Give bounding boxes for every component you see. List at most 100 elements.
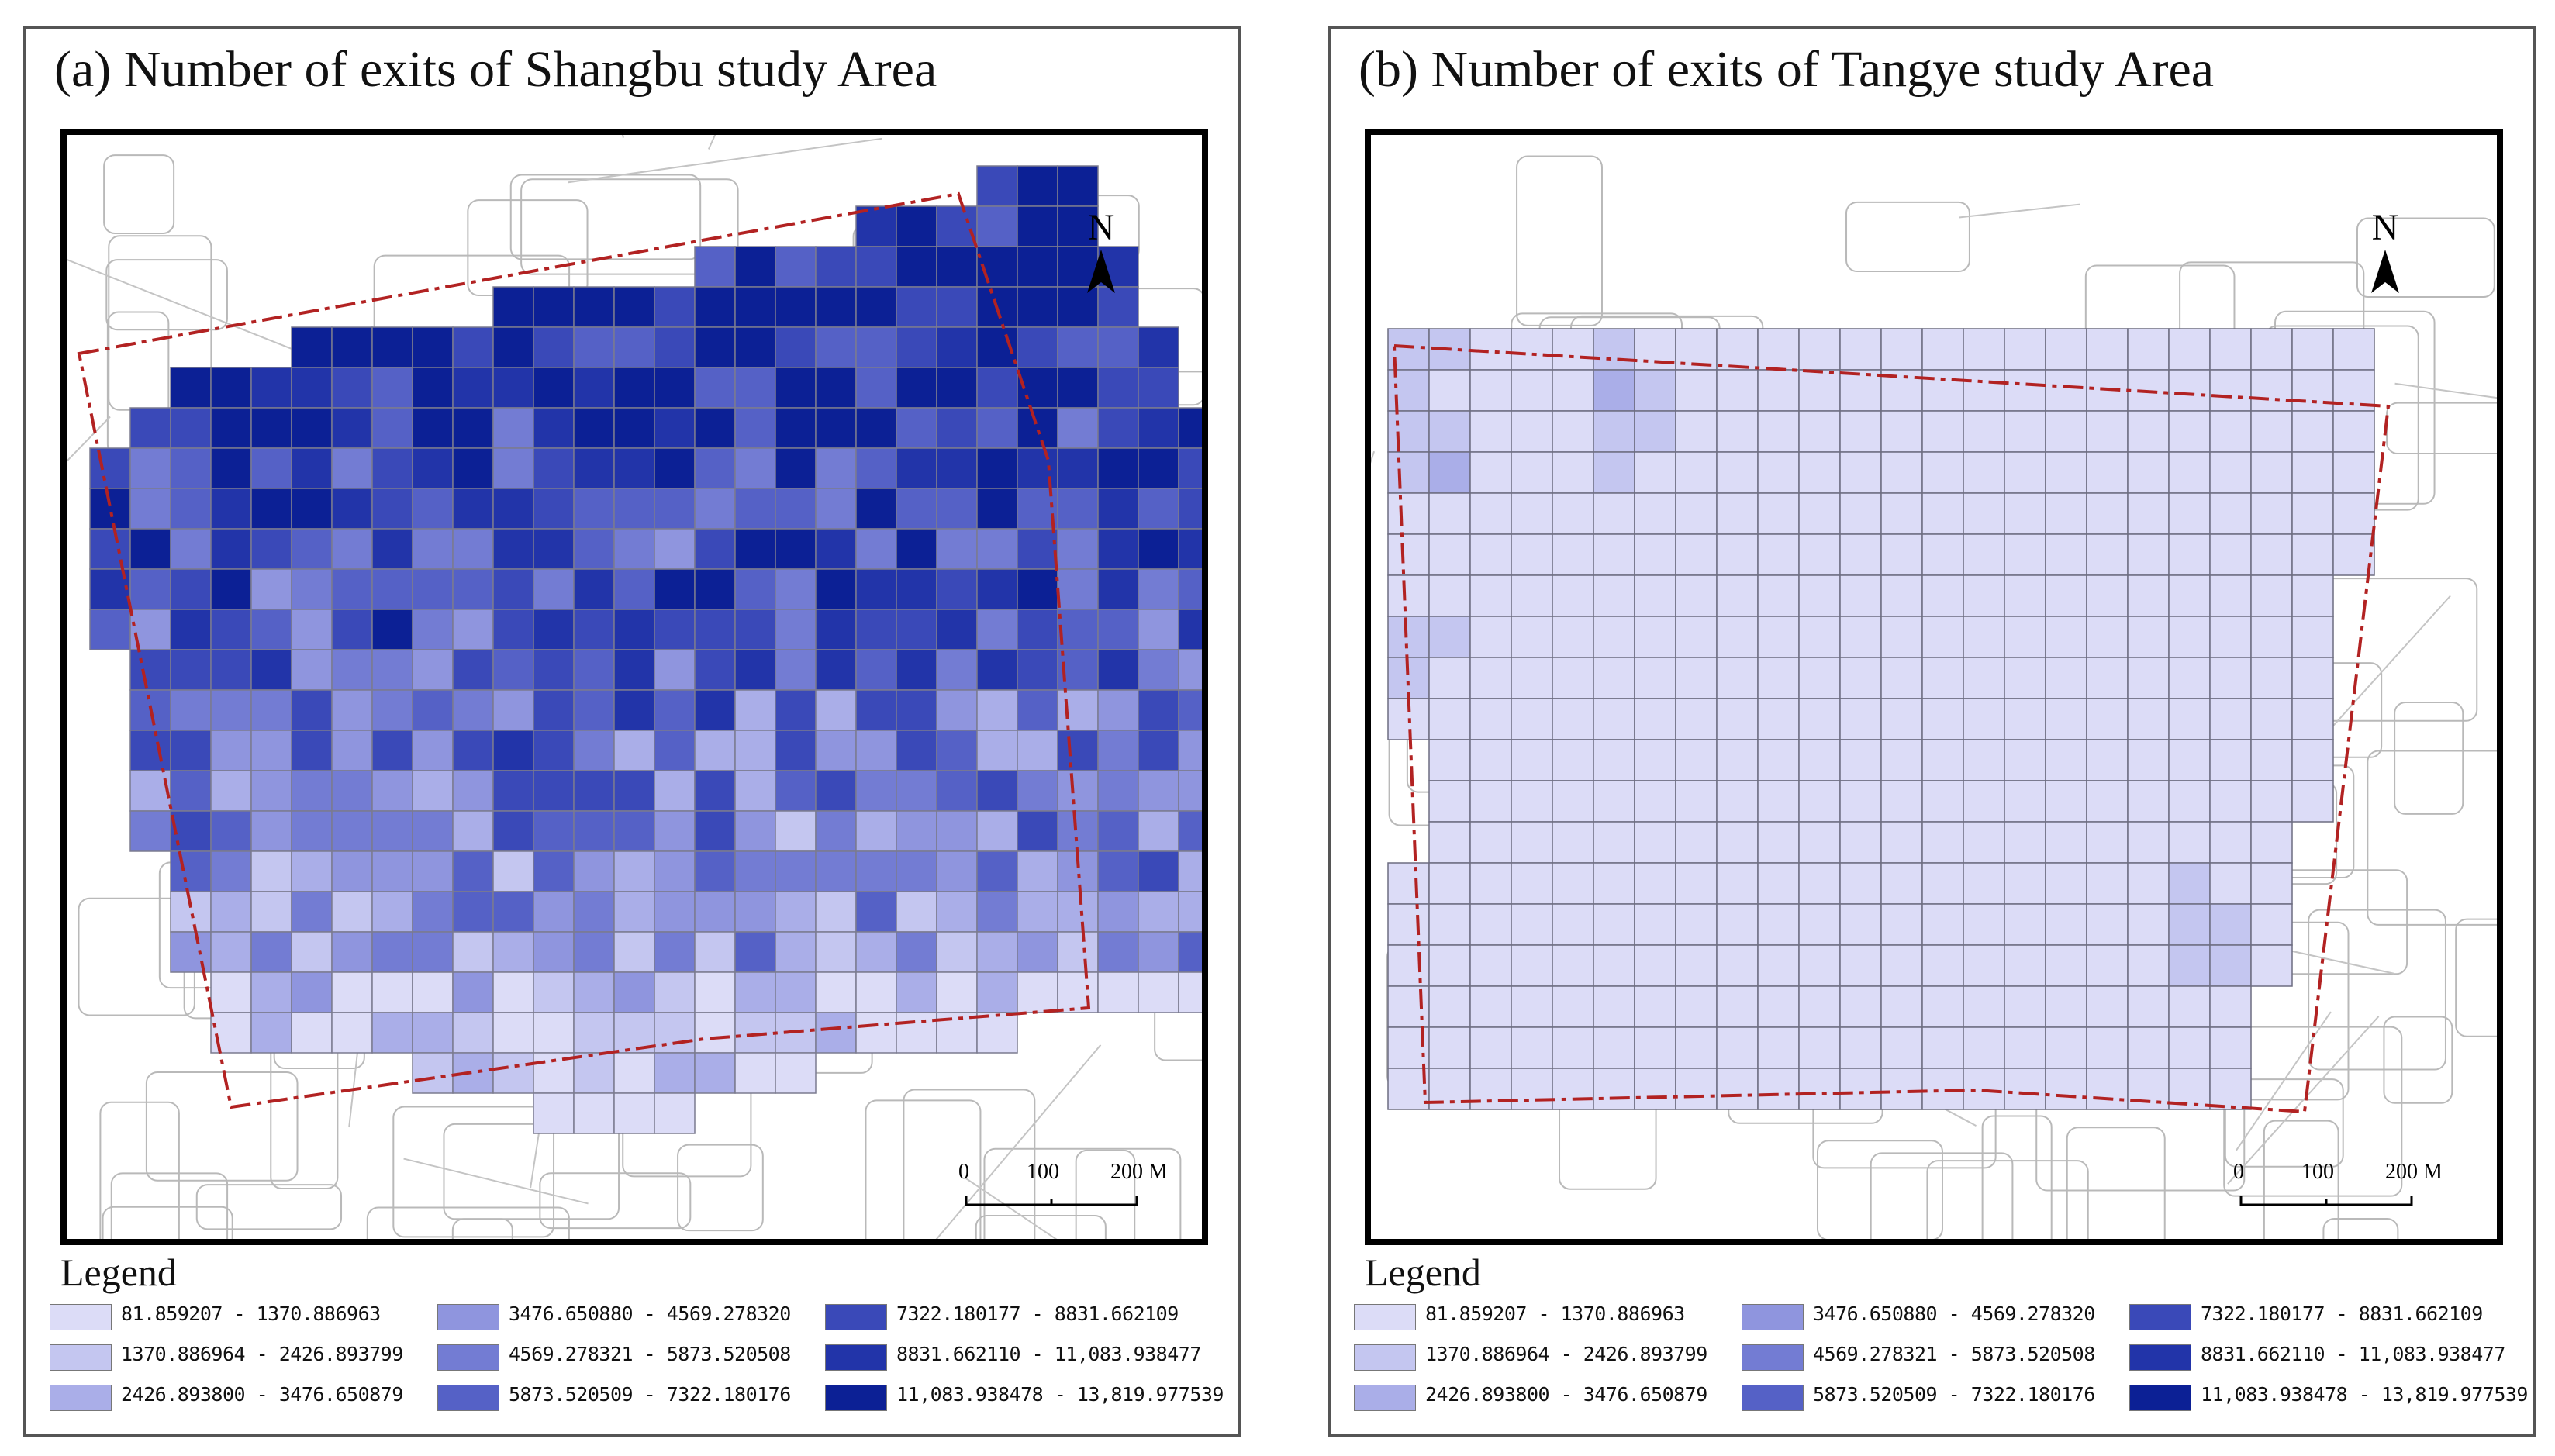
grid-cell <box>1593 657 1635 699</box>
grid-cell <box>1017 326 1058 368</box>
grid-cell <box>573 286 615 328</box>
grid-cell <box>654 850 696 892</box>
grid-cell <box>2250 451 2293 494</box>
grid-cell <box>291 931 333 973</box>
grid-cell <box>1178 407 1202 449</box>
grid-cell <box>371 568 413 610</box>
grid-cell <box>129 528 171 570</box>
legend-swatch <box>437 1344 499 1371</box>
grid-cell <box>694 810 736 852</box>
grid-cell <box>1138 931 1179 973</box>
grid-cell <box>1798 985 1841 1028</box>
grid-cell <box>694 1012 736 1054</box>
legend-swatch <box>825 1344 887 1371</box>
grid-cell <box>815 730 857 771</box>
grid-cell <box>1469 657 1512 699</box>
building-outline <box>2383 1016 2453 1104</box>
scale-zero: 0 <box>2233 1160 2244 1184</box>
grid-cell <box>1757 451 1800 494</box>
grid-cell <box>412 1012 454 1054</box>
grid-cell <box>2209 698 2252 740</box>
grid-cell <box>210 971 252 1013</box>
grid-cell <box>734 609 776 650</box>
grid-cell <box>1552 657 1594 699</box>
legend-swatch <box>1742 1385 1804 1411</box>
grid-cell <box>775 528 817 570</box>
north-arrow: N <box>2362 206 2408 299</box>
grid-cell <box>896 286 937 328</box>
grid-cell <box>170 367 212 409</box>
grid-cell <box>2127 698 2170 740</box>
grid-cell <box>2004 533 2046 576</box>
grid-cell <box>1634 410 1676 453</box>
grid-cell <box>573 971 615 1013</box>
grid-cell <box>250 488 292 530</box>
grid-cell <box>2004 451 2046 494</box>
grid-cell <box>1798 657 1841 699</box>
grid-cell <box>1097 609 1139 650</box>
grid-cell <box>452 528 494 570</box>
grid-cell <box>1017 286 1058 328</box>
grid-cell <box>1469 410 1512 453</box>
grid-cell <box>734 770 776 812</box>
grid-cell <box>613 1092 655 1134</box>
grid-cell <box>1963 451 2005 494</box>
grid-cell <box>1716 533 1759 576</box>
grid-cell <box>1634 739 1676 781</box>
grid-cell <box>1675 410 1718 453</box>
grid-cell <box>654 891 696 933</box>
grid-cell <box>654 286 696 328</box>
grid-cell <box>2127 657 2170 699</box>
grid-cell <box>1757 903 1800 946</box>
grid-cell <box>1798 574 1841 617</box>
building-outline <box>443 1123 620 1220</box>
grid-cell <box>896 850 937 892</box>
grid-cell <box>2045 616 2087 658</box>
grid-cell <box>2045 698 2087 740</box>
grid-cell <box>573 528 615 570</box>
grid-cell <box>492 326 534 368</box>
grid-cell <box>573 568 615 610</box>
grid-cell <box>1552 862 1594 905</box>
grid-cell <box>815 971 857 1013</box>
grid-cell <box>734 649 776 691</box>
grid-cell <box>1387 616 1430 658</box>
grid-cell <box>855 609 897 650</box>
grid-cell <box>2209 821 2252 864</box>
grid-cell <box>734 246 776 288</box>
road-line <box>1371 450 1376 464</box>
grid-cell <box>2127 451 2170 494</box>
legend-swatch <box>2129 1344 2191 1371</box>
grid-cell <box>1511 739 1553 781</box>
grid-cell <box>2045 821 2087 864</box>
grid-cell <box>775 447 817 489</box>
grid-cell <box>1798 533 1841 576</box>
grid-cell <box>2127 533 2170 576</box>
grid-cell <box>452 810 494 852</box>
grid-cell <box>734 689 776 731</box>
grid-cell <box>936 730 978 771</box>
grid-cell <box>1138 568 1179 610</box>
grid-cell <box>2127 410 2170 453</box>
grid-cell <box>815 367 857 409</box>
grid-cell <box>2127 574 2170 617</box>
grid-cell <box>291 488 333 530</box>
grid-cell <box>613 367 655 409</box>
grid-cell <box>896 528 937 570</box>
grid-cell <box>2168 492 2211 535</box>
building-outline <box>1845 201 1970 273</box>
grid-cell <box>573 488 615 530</box>
grid-cell <box>2250 410 2293 453</box>
grid-cell <box>250 810 292 852</box>
grid-cell <box>452 568 494 610</box>
grid-cell <box>291 367 333 409</box>
grid-cell <box>170 649 212 691</box>
grid-cell <box>412 447 454 489</box>
grid-cell <box>1839 574 1882 617</box>
grid-cell <box>1017 165 1058 207</box>
grid-cell <box>2004 1026 2046 1069</box>
building-outline <box>145 1071 299 1182</box>
grid-cell <box>1552 903 1594 946</box>
grid-cell <box>976 568 1018 610</box>
grid-cell <box>2291 451 2334 494</box>
